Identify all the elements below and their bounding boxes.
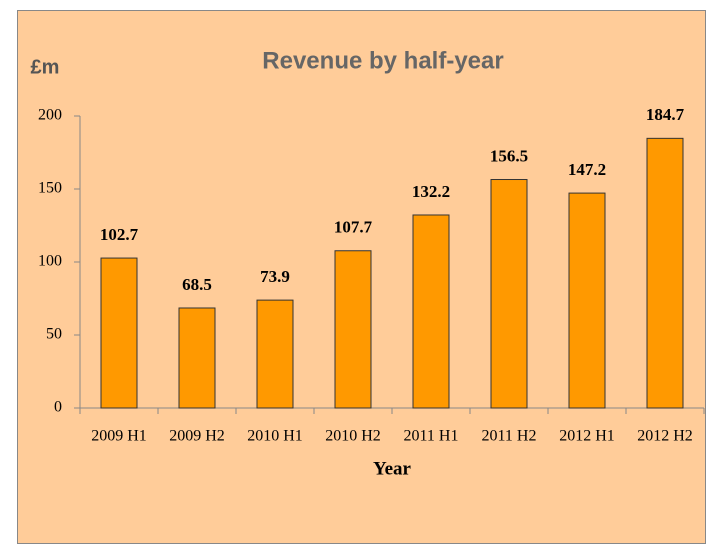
data-label: 102.7 <box>100 225 139 244</box>
y-tick-label: 0 <box>54 399 62 416</box>
data-label: 156.5 <box>490 146 528 165</box>
x-tick-label: 2010 H2 <box>325 428 381 445</box>
bar <box>178 307 216 409</box>
x-tick-label: 2012 H1 <box>559 428 615 445</box>
y-tick-label: 50 <box>46 326 62 343</box>
data-label: 184.7 <box>646 105 685 124</box>
bar <box>646 137 684 409</box>
x-tick-label: 2011 H1 <box>404 428 459 445</box>
x-tick-label: 2011 H2 <box>482 428 537 445</box>
chart-title: Revenue by half-year <box>262 47 503 74</box>
x-tick-label: 2012 H2 <box>637 428 693 445</box>
data-label: 147.2 <box>568 160 606 179</box>
bar <box>568 192 606 409</box>
y-tick-label: 200 <box>38 107 62 124</box>
bar <box>490 179 528 409</box>
bar <box>100 257 138 409</box>
y-axis-label: £m <box>31 56 60 78</box>
bar <box>334 250 372 409</box>
y-tick-label: 100 <box>38 253 62 270</box>
bar <box>412 214 450 409</box>
x-tick-label: 2009 H2 <box>169 428 225 445</box>
data-label: 132.2 <box>412 182 450 201</box>
x-tick-label: 2009 H1 <box>91 428 147 445</box>
y-tick-label: 150 <box>38 180 62 197</box>
data-label: 68.5 <box>182 275 212 294</box>
data-label: 73.9 <box>260 267 290 286</box>
x-axis-label: Year <box>373 458 412 479</box>
data-label: 107.7 <box>334 218 373 237</box>
x-tick-label: 2010 H1 <box>247 428 303 445</box>
bar <box>256 299 294 409</box>
